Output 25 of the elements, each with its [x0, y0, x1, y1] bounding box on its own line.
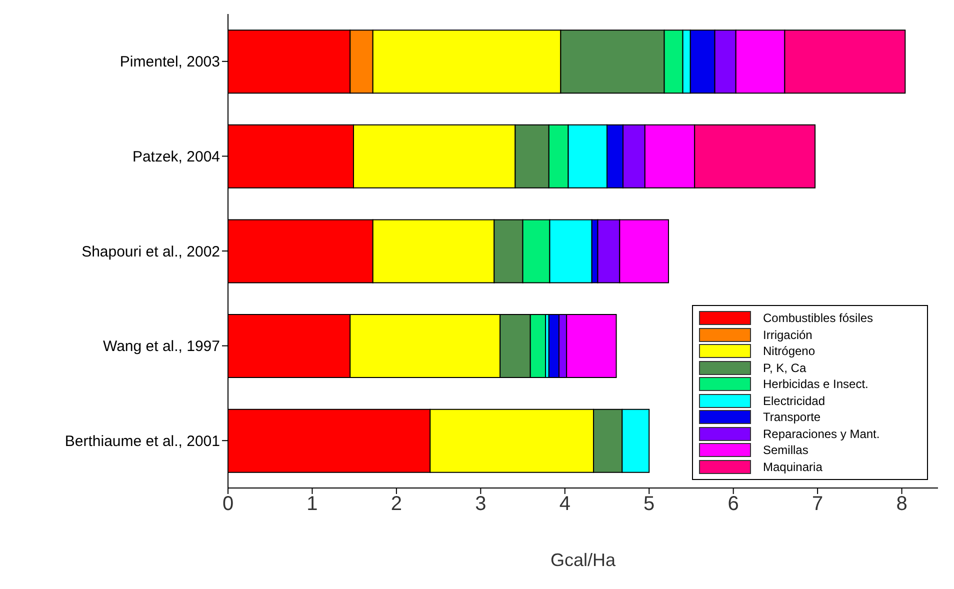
- legend-label: Electricidad: [763, 392, 826, 409]
- x-tick-label: 3: [475, 493, 486, 516]
- legend-label: Nitrógeno: [763, 343, 816, 360]
- legend-label: Combustibles fósiles: [763, 310, 874, 326]
- x-tick-label: 6: [728, 493, 739, 516]
- legend-label: Reparaciones y Mant.: [763, 426, 880, 442]
- legend-label: Transporte: [763, 409, 821, 426]
- x-tick-label: 5: [644, 493, 655, 516]
- x-tick-label: 0: [222, 493, 234, 516]
- x-axis-title: Gcal/Ha: [550, 550, 616, 570]
- y-tick-label: Shapouri et al., 2002: [82, 243, 220, 260]
- x-tick-label: 7: [812, 493, 824, 516]
- y-tick-label: Wang et al., 1997: [102, 338, 220, 356]
- y-tick-label: Berthiaume et al., 2001: [64, 432, 220, 450]
- y-tick-label: Patzek, 2004: [132, 148, 220, 166]
- x-tick-label: 2: [390, 493, 402, 516]
- x-tick-label: 4: [559, 493, 570, 516]
- legend-label: Semillas: [763, 442, 808, 458]
- legend-label: Maquinaria: [763, 458, 822, 475]
- x-tick-label: 8: [896, 493, 908, 516]
- legend-label: P, K, Ca: [763, 360, 806, 376]
- legend-label: Herbicidas e Insect.: [763, 376, 868, 392]
- legend-label: Irrigación: [763, 326, 812, 343]
- x-tick-label: 1: [306, 493, 318, 516]
- y-tick-label: Pimentel, 2003: [120, 54, 220, 71]
